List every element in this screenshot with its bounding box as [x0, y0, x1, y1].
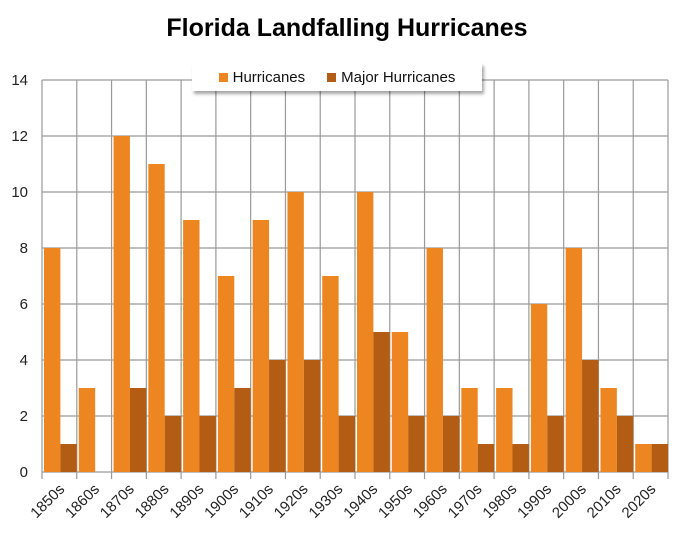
bar-major-hurricanes [477, 444, 495, 472]
bar-hurricanes [44, 248, 61, 472]
x-tick-label: 1930s [306, 481, 347, 522]
bar-hurricanes [426, 248, 443, 472]
bar-hurricanes [530, 304, 548, 472]
bar-hurricanes [148, 164, 165, 472]
bar-hurricanes [183, 220, 200, 472]
bar-major-hurricanes [129, 388, 147, 472]
legend: Hurricanes Major Hurricanes [192, 63, 482, 91]
bar-major-hurricanes [582, 360, 599, 472]
x-tick-label: 1980s [479, 481, 520, 522]
y-tick-label: 4 [20, 352, 28, 369]
y-tick-label: 8 [20, 240, 28, 257]
x-tick-label: 1950s [375, 481, 416, 522]
x-tick-label: 1870s [97, 481, 138, 522]
x-tick-label: 1970s [445, 481, 486, 522]
y-tick-label: 0 [20, 464, 28, 481]
x-tick-label: 2010s [584, 481, 625, 522]
x-tick-label: 1900s [201, 481, 242, 522]
bar-major-hurricanes [408, 416, 425, 472]
bar-major-hurricanes [547, 416, 564, 472]
bar-major-hurricanes [60, 444, 77, 472]
x-tick-label: 1910s [236, 481, 277, 522]
x-tick-label: 1920s [271, 481, 312, 522]
bar-hurricanes [461, 388, 478, 472]
bar-hurricanes [322, 276, 339, 472]
x-tick-label: 1940s [340, 481, 381, 522]
bar-major-hurricanes [512, 444, 529, 472]
legend-swatch-hurricanes [218, 72, 228, 82]
bar-hurricanes [287, 192, 304, 472]
y-tick-label: 12 [11, 128, 28, 145]
x-tick-label: 1860s [62, 481, 103, 522]
bar-major-hurricanes [442, 416, 460, 472]
y-tick-label: 10 [11, 184, 28, 201]
bar-hurricanes [600, 388, 617, 472]
bar-major-hurricanes [303, 360, 321, 472]
y-tick-label: 14 [11, 72, 28, 89]
chart-title: Florida Landfalling Hurricanes [166, 14, 528, 42]
bar-major-hurricanes [234, 388, 251, 472]
x-tick-label: 1880s [132, 481, 173, 522]
bar-major-hurricanes [616, 416, 634, 472]
bar-major-hurricanes [373, 332, 390, 472]
bar-major-hurricanes [164, 416, 182, 472]
x-tick-label: 1890s [166, 481, 207, 522]
x-tick-label: 2000s [549, 481, 590, 522]
x-tick-label: 1960s [410, 481, 451, 522]
bar-hurricanes [78, 388, 96, 472]
bar-major-hurricanes [338, 416, 355, 472]
bar-hurricanes [357, 192, 374, 472]
legend-label: Major Hurricanes [341, 68, 456, 86]
bar-hurricanes [391, 332, 409, 472]
x-tick-label: 2020s [619, 481, 660, 522]
bar-hurricanes [217, 276, 235, 472]
bar-hurricanes [113, 136, 130, 472]
x-tick-label: 1850s [27, 481, 68, 522]
legend-item-major-hurricanes: Major Hurricanes [327, 69, 455, 86]
bar-hurricanes [565, 248, 583, 472]
bar-major-hurricanes [651, 444, 668, 472]
bar-hurricanes [496, 388, 513, 472]
y-tick-label: 6 [20, 296, 28, 313]
legend-item-hurricanes: Hurricanes [218, 68, 306, 86]
legend-swatch-major-hurricanes [327, 72, 337, 82]
legend-label: Hurricanes [232, 68, 306, 86]
bar-major-hurricanes [269, 360, 286, 472]
bar-hurricanes [635, 444, 652, 472]
bar-hurricanes [252, 220, 270, 472]
x-tick-label: 1990s [514, 481, 555, 522]
bar-major-hurricanes [199, 416, 216, 472]
y-tick-label: 2 [20, 408, 28, 425]
